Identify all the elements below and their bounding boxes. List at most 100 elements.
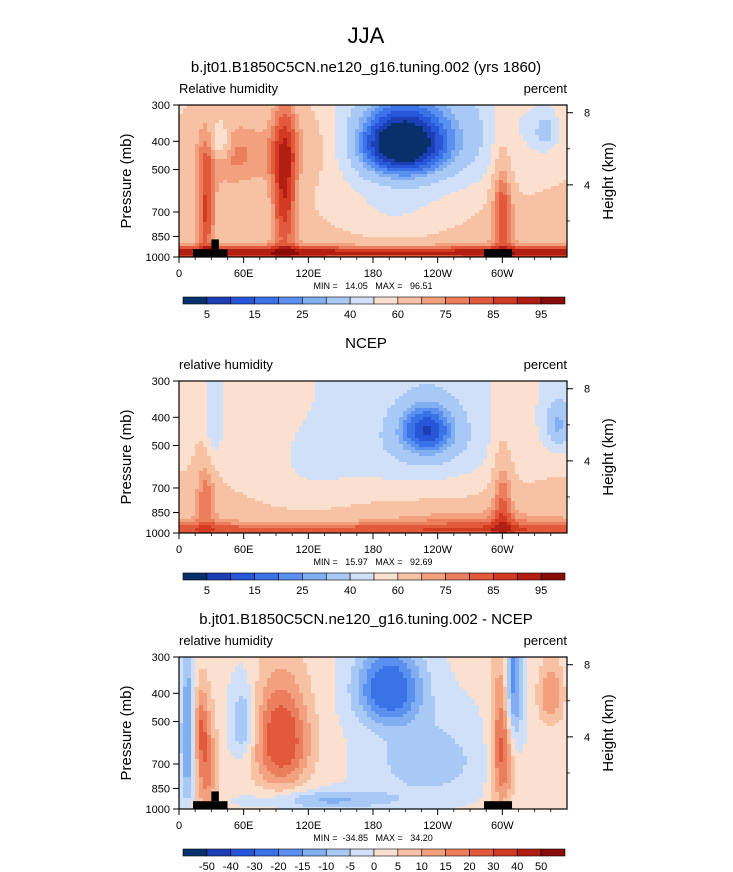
heatmap-cell: [211, 210, 216, 214]
heatmap-cell: [195, 132, 200, 136]
heatmap-cell: [411, 156, 416, 160]
heatmap-cell: [463, 195, 468, 199]
heatmap-cell: [515, 120, 520, 124]
heatmap-cell: [527, 117, 532, 121]
heatmap-cell: [267, 195, 272, 199]
heatmap-cell: [391, 180, 396, 184]
heatmap-cell: [463, 165, 468, 169]
heatmap-cell: [479, 207, 484, 211]
heatmap-cell: [463, 255, 468, 258]
heatmap-cell: [519, 156, 524, 160]
heatmap-cell: [275, 177, 280, 181]
heatmap-cell: [411, 174, 416, 178]
heatmap-cell: [439, 132, 444, 136]
heatmap-cell: [467, 129, 472, 133]
heatmap-cell: [395, 156, 400, 160]
heatmap-cell: [475, 174, 480, 178]
heatmap-cell: [371, 165, 376, 169]
heatmap-cell: [247, 246, 252, 250]
heatmap-cell: [427, 192, 432, 196]
heatmap-cell: [223, 183, 228, 187]
heatmap-cell: [199, 153, 204, 157]
heatmap-cell: [475, 105, 480, 109]
heatmap-cell: [475, 138, 480, 142]
heatmap-cell: [251, 150, 256, 154]
heatmap-cell: [439, 222, 444, 226]
heatmap-cell: [183, 183, 188, 187]
heatmap-cell: [459, 189, 464, 193]
heatmap-cell: [431, 225, 436, 229]
heatmap-cell: [367, 222, 372, 226]
heatmap-cell: [287, 153, 292, 157]
heatmap-cell: [423, 183, 428, 187]
heatmap-cell: [351, 132, 356, 136]
heatmap-cell: [211, 213, 216, 217]
heatmap-cell: [307, 213, 312, 217]
heatmap-cell: [447, 108, 452, 112]
heatmap-cell: [507, 243, 512, 247]
heatmap-cell: [435, 180, 440, 184]
heatmap-cell: [251, 192, 256, 196]
heatmap-cell: [387, 123, 392, 127]
heatmap-cell: [275, 240, 280, 244]
heatmap-cell: [367, 150, 372, 154]
heatmap-cell: [187, 222, 192, 226]
heatmap-cell: [391, 159, 396, 163]
heatmap-cell: [535, 252, 540, 256]
heatmap-cell: [395, 141, 400, 145]
heatmap-cell: [279, 207, 284, 211]
heatmap-cell: [183, 165, 188, 169]
heatmap-cell: [307, 228, 312, 232]
heatmap-cell: [315, 192, 320, 196]
heatmap-cell: [463, 129, 468, 133]
heatmap-cell: [443, 147, 448, 151]
heatmap-cell: [479, 198, 484, 202]
heatmap-cell: [511, 240, 516, 244]
heatmap-cell: [387, 255, 392, 258]
heatmap-cell: [255, 240, 260, 244]
heatmap-cell: [231, 159, 236, 163]
heatmap-cell: [259, 105, 264, 109]
heatmap-cell: [527, 171, 532, 175]
heatmap-cell: [387, 174, 392, 178]
heatmap-cell: [335, 207, 340, 211]
heatmap-cell: [387, 120, 392, 124]
heatmap-cell: [395, 195, 400, 199]
heatmap-cell: [191, 243, 196, 247]
heatmap-cell: [527, 138, 532, 142]
heatmap-cell: [435, 213, 440, 217]
heatmap-cell: [439, 105, 444, 109]
heatmap-cell: [231, 105, 236, 109]
heatmap-cell: [379, 207, 384, 211]
heatmap-cell: [387, 117, 392, 121]
heatmap-cell: [263, 183, 268, 187]
heatmap-cell: [319, 201, 324, 205]
heatmap-cell: [507, 210, 512, 214]
heatmap-cell: [283, 177, 288, 181]
heatmap-cell: [471, 159, 476, 163]
heatmap-cell: [339, 213, 344, 217]
heatmap-cell: [227, 129, 232, 133]
heatmap-cell: [367, 144, 372, 148]
heatmap-cell: [295, 234, 300, 238]
heatmap-cell: [259, 168, 264, 172]
heatmap-cell: [527, 219, 532, 223]
heatmap-cell: [531, 111, 536, 115]
heatmap-cell: [219, 120, 224, 124]
heatmap-cell: [267, 150, 272, 154]
heatmap-cell: [495, 138, 500, 142]
heatmap-cell: [259, 117, 264, 121]
heatmap-cell: [371, 141, 376, 145]
heatmap-cell: [515, 156, 520, 160]
heatmap-cell: [423, 123, 428, 127]
heatmap-cell: [259, 198, 264, 202]
heatmap-cell: [343, 132, 348, 136]
heatmap-cell: [231, 126, 236, 130]
heatmap-cell: [207, 120, 212, 124]
heatmap-cell: [403, 150, 408, 154]
heatmap-cell: [191, 225, 196, 229]
heatmap-cell: [187, 240, 192, 244]
heatmap-cell: [315, 177, 320, 181]
heatmap-cell: [443, 198, 448, 202]
heatmap-cell: [411, 144, 416, 148]
